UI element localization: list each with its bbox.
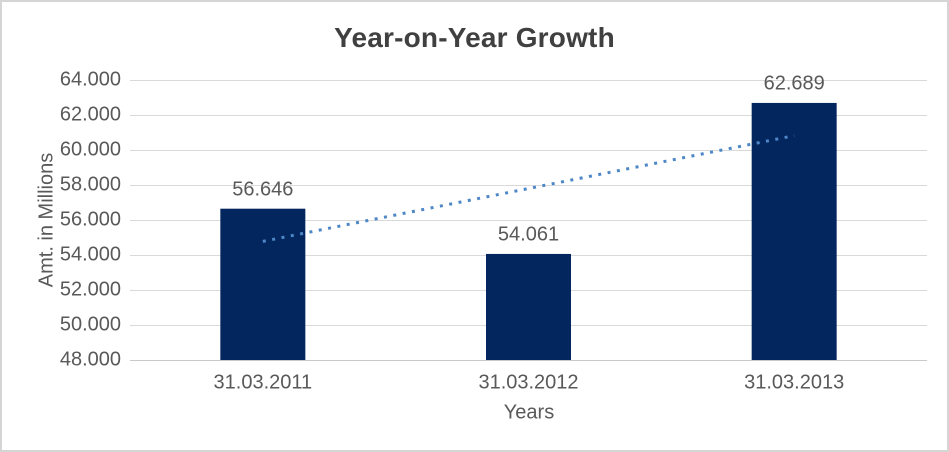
y-tick-label: 64.000 bbox=[59, 68, 121, 91]
y-tick-label: 50.000 bbox=[59, 313, 121, 336]
x-tick-label: 31.03.2012 bbox=[478, 371, 579, 394]
y-tick-label: 54.000 bbox=[59, 243, 121, 266]
bar-data-label: 56.646 bbox=[232, 178, 294, 201]
bar-data-label: 62.689 bbox=[763, 72, 825, 95]
y-tick-label: 58.000 bbox=[59, 173, 121, 196]
chart-title: Year-on-Year Growth bbox=[334, 22, 615, 53]
x-tick-label: 31.03.2011 bbox=[213, 371, 313, 394]
y-tick-label: 56.000 bbox=[59, 208, 121, 231]
x-axis-title: Years bbox=[503, 401, 555, 424]
y-tick-label: 52.000 bbox=[59, 278, 121, 301]
bar-31.03.2013 bbox=[751, 102, 837, 360]
x-tick-label: 31.03.2013 bbox=[744, 371, 845, 394]
bar-data-label: 54.061 bbox=[497, 223, 560, 246]
y-tick-label: 60.000 bbox=[59, 138, 121, 161]
y-tick-label: 62.000 bbox=[59, 103, 121, 126]
bar-31.03.2012 bbox=[486, 253, 571, 360]
bar-31.03.2011 bbox=[220, 208, 306, 360]
y-tick-label: 48.000 bbox=[59, 348, 121, 371]
